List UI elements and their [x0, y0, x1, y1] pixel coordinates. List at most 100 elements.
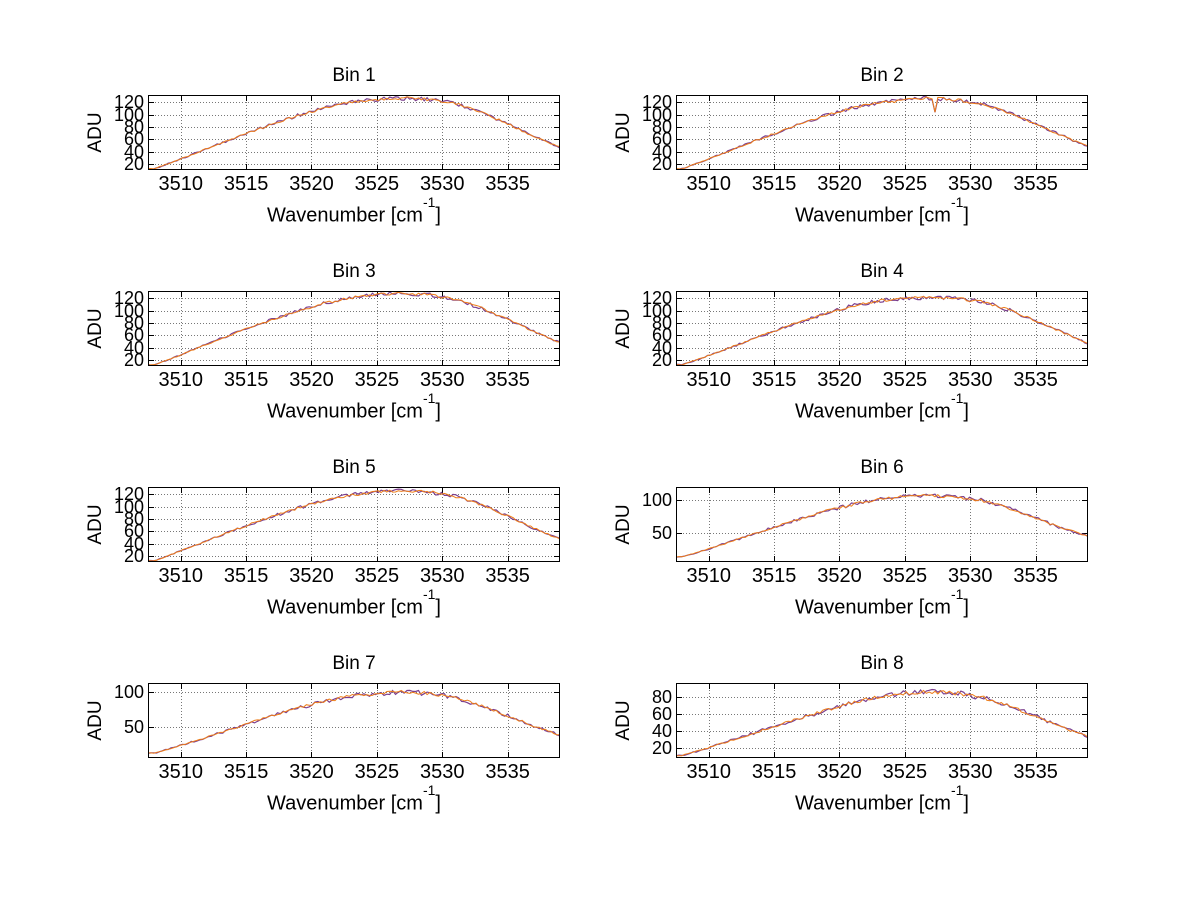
- axis-box: [148, 683, 560, 758]
- y-tick-label: 80: [123, 312, 144, 333]
- x-tick-label: 3535: [1013, 369, 1058, 391]
- x-tick-label: 3520: [817, 173, 862, 195]
- x-tick-label: 3510: [158, 565, 203, 587]
- x-tick-label: 3525: [354, 761, 400, 783]
- x-axis-label-text: Wavenumber [cm: [795, 792, 951, 815]
- x-tick-label: 3530: [420, 565, 465, 587]
- x-tick-label: 3530: [420, 761, 465, 783]
- x-tick-label: 3525: [882, 761, 928, 783]
- x-tick-label: 3530: [420, 369, 465, 391]
- x-tick-label: 3510: [686, 173, 731, 195]
- plot-area: [676, 291, 1088, 366]
- plot-area: [148, 487, 560, 562]
- spectrum-curve: [676, 295, 1088, 366]
- x-axis-label-text: Wavenumber [cm: [267, 596, 423, 619]
- x-axis-label-end: ]: [435, 204, 441, 227]
- x-tick-label: 3525: [882, 173, 928, 195]
- y-tick-label: 60: [651, 129, 672, 150]
- plot-area: [676, 487, 1088, 562]
- x-tick-label: 3525: [354, 173, 400, 195]
- y-tick-label: 80: [123, 508, 144, 529]
- x-axis-label-text: Wavenumber [cm: [267, 792, 423, 815]
- x-axis-label-end: ]: [435, 792, 441, 815]
- y-tick-label: 100: [113, 104, 144, 125]
- x-axis-label-sup: -1: [422, 782, 436, 798]
- plot-title: Bin 1: [332, 65, 376, 86]
- x-tick-label: 3515: [751, 761, 797, 783]
- spectrum-curve: [148, 689, 560, 754]
- x-axis-label: Wavenumber [cm-1]: [676, 194, 1088, 228]
- x-tick-label: 3520: [289, 369, 334, 391]
- y-tick-label: 20: [123, 349, 144, 370]
- x-axis-label-text: Wavenumber [cm: [267, 400, 423, 423]
- y-tick-label: 100: [641, 490, 672, 511]
- x-tick-label: 3520: [817, 761, 862, 783]
- spectrum-curve-raw: [676, 295, 1088, 366]
- x-axis-label: Wavenumber [cm-1]: [676, 390, 1088, 424]
- plot-title: Bin 6: [860, 457, 904, 478]
- y-tick-label: 100: [641, 104, 672, 125]
- x-tick-label: 3530: [948, 565, 993, 587]
- y-tick-label: 120: [641, 288, 672, 309]
- y-tick-label: 120: [113, 484, 144, 505]
- y-tick-label: 80: [123, 116, 144, 137]
- x-tick-label: 3520: [817, 369, 862, 391]
- y-tick-label: 80: [651, 686, 672, 707]
- y-tick-label: 50: [651, 522, 672, 543]
- x-axis-label-text: Wavenumber [cm: [267, 204, 423, 227]
- spectrum-curve: [676, 689, 1088, 757]
- x-axis-label-sup: -1: [950, 390, 964, 406]
- x-axis-label-sup: -1: [422, 390, 436, 406]
- plot-title: Bin 3: [332, 261, 376, 282]
- figure: Bin 1 ADU 20 40 60 80 100 120 3510 3515 3520 352…: [85, 65, 1200, 816]
- x-axis-label: Wavenumber [cm-1]: [148, 390, 560, 424]
- y-tick-labels: 20 40 60 80 100 120: [626, 288, 672, 370]
- y-tick-label: 40: [123, 141, 144, 162]
- y-tick-label: 20: [123, 153, 144, 174]
- plot-title: Bin 2: [860, 65, 904, 86]
- x-axis-label: Wavenumber [cm-1]: [676, 586, 1088, 620]
- y-tick-label: 120: [113, 288, 144, 309]
- x-tick-label: 3515: [223, 173, 269, 195]
- x-tick-label: 3535: [485, 761, 530, 783]
- x-axis-label-sup: -1: [422, 586, 436, 602]
- x-axis-label: Wavenumber [cm-1]: [148, 782, 560, 816]
- x-axis-label-end: ]: [435, 400, 441, 423]
- x-tick-label: 3530: [948, 369, 993, 391]
- spectrum-curve-raw: [676, 95, 1088, 170]
- y-tick-label: 60: [123, 129, 144, 150]
- x-axis-label-sup: -1: [950, 194, 964, 210]
- plot-area: [148, 95, 560, 170]
- spectrum-curve-raw: [676, 493, 1088, 558]
- y-tick-label: 40: [123, 337, 144, 358]
- y-tick-labels: 20 40 60 80: [626, 683, 672, 758]
- y-tick-label: 20: [651, 349, 672, 370]
- x-tick-label: 3515: [223, 565, 269, 587]
- x-tick-label: 3525: [354, 369, 400, 391]
- y-tick-label: 100: [113, 300, 144, 321]
- x-tick-label: 3525: [354, 565, 400, 587]
- x-axis-label-end: ]: [963, 204, 969, 227]
- x-axis-label-end: ]: [963, 792, 969, 815]
- y-tick-labels: 50 100: [626, 487, 672, 562]
- plot-title: Bin 8: [860, 653, 904, 674]
- spectrum-curve-raw: [148, 95, 560, 170]
- axis-box: [676, 487, 1088, 562]
- y-tick-label: 50: [123, 716, 144, 737]
- y-tick-label: 20: [123, 545, 144, 566]
- y-tick-label: 40: [651, 720, 672, 741]
- x-axis-label-end: ]: [963, 596, 969, 619]
- x-tick-label: 3525: [882, 565, 928, 587]
- x-tick-label: 3530: [948, 173, 993, 195]
- subplot-bin-4: Bin 4 ADU 20 40 60 80 100 120 3510 3515 3520 352…: [600, 258, 1200, 454]
- subplot-bin-6: Bin 6 ADU 50 100 3510 3515 3520 3525 3530 3535…: [600, 454, 1200, 650]
- x-axis-label-text: Wavenumber [cm: [795, 596, 951, 619]
- x-tick-label: 3535: [485, 369, 530, 391]
- spectrum-curve: [148, 291, 560, 366]
- plot-title: Bin 7: [332, 653, 376, 674]
- x-tick-label: 3515: [751, 565, 797, 587]
- x-axis-label-end: ]: [963, 400, 969, 423]
- y-tick-labels: 20 40 60 80 100 120: [98, 484, 144, 566]
- x-tick-labels: 3510 3515 3520 3525 3530 3535: [148, 565, 560, 589]
- x-tick-label: 3515: [751, 173, 797, 195]
